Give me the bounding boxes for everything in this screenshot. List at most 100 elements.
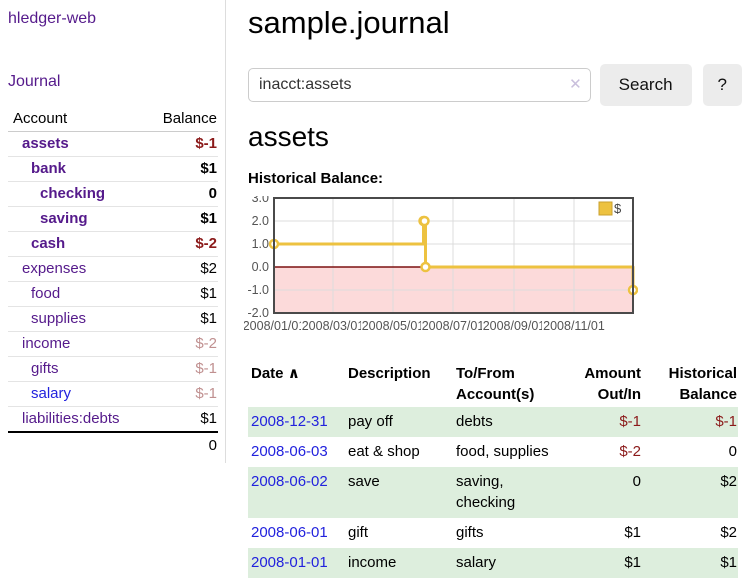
account-row: liabilities:debts $1 (8, 406, 218, 433)
header-label-line2: Balance (679, 386, 737, 403)
transaction-date-link[interactable]: 2008-06-03 (251, 443, 328, 460)
svg-text:2008/03/01: 2008/03/01 (302, 319, 365, 333)
page-title: sample.journal (248, 5, 450, 40)
register-header-row: Date ∧ Description To/From Account(s) Amount… (248, 361, 738, 407)
legend-swatch (598, 201, 613, 216)
transaction-row[interactable]: 2008-01-01 income salary $1 $1 (248, 548, 738, 578)
account-balance: 0 (144, 181, 218, 207)
account-link-expenses[interactable]: expenses (22, 260, 87, 277)
account-link-bank[interactable]: bank (31, 160, 67, 177)
header-label-line2: Account(s) (456, 386, 535, 403)
accounts-cell: gifts (456, 524, 484, 541)
chart-title: Historical Balance: (248, 170, 384, 187)
amount-cell: $-1 (619, 413, 641, 430)
clear-search-icon[interactable]: ✕ (569, 76, 582, 93)
app-title-link[interactable]: hledger-web (8, 10, 97, 27)
balance-cell: $2 (720, 473, 737, 490)
account-balance: $1 (144, 306, 218, 332)
svg-text:2008/01/01: 2008/01/01 (244, 319, 305, 333)
sidebar-item-journal[interactable]: Journal (8, 73, 61, 90)
account-row: assets $-1 (8, 131, 218, 157)
account-balance: $1 (144, 281, 218, 307)
account-link-salary[interactable]: salary (31, 385, 72, 402)
account-row: income $-2 (8, 331, 218, 357)
description-cell: save (348, 473, 380, 490)
amount-cell: $-2 (619, 443, 641, 460)
register-header-to-from: To/From Account(s) (453, 361, 565, 407)
header-label: Description (348, 365, 431, 382)
svg-text:3.0: 3.0 (252, 196, 269, 205)
date-cell: 2008-06-01 (248, 518, 345, 548)
transaction-row[interactable]: 2008-06-02 save saving, checking 0 $2 (248, 467, 738, 518)
account-balance: $1 (144, 156, 218, 182)
account-balance: $-2 (144, 231, 218, 257)
accounts-cell: salary (456, 554, 497, 571)
account-link-liabilities-debts[interactable]: liabilities:debts (22, 410, 120, 427)
search-input[interactable] (248, 68, 591, 102)
register-header-description: Description (345, 361, 453, 407)
description-cell: pay off (348, 413, 393, 430)
date-cell: 2008-01-01 (248, 548, 345, 578)
svg-text:2008/09/01: 2008/09/01 (483, 319, 546, 333)
description-cell: gift (348, 524, 369, 541)
data-point (420, 261, 431, 273)
account-row: food $1 (8, 281, 218, 307)
date-cell: 2008-06-02 (248, 467, 345, 518)
account-link-food[interactable]: food (31, 285, 61, 302)
transaction-row[interactable]: 2008-06-03 eat & shop food, supplies $-2 0 (248, 437, 738, 467)
accounts-header-row: Account Balance (8, 107, 218, 132)
date-cell: 2008-12-31 (248, 407, 345, 437)
balance-cell: $2 (720, 524, 737, 541)
account-balance: $1 (144, 206, 218, 232)
account-link-assets[interactable]: assets (22, 135, 69, 152)
historical-balance-chart: $3.0 2.0 1.0 0.0 -1.0 -2.0 2008/01/01 2008/03/0… (242, 191, 742, 343)
transaction-date-link[interactable]: 2008-06-02 (251, 473, 328, 490)
sort-ascending-icon[interactable]: ∧ (287, 365, 300, 382)
transaction-row[interactable]: 2008-12-31 pay off debts $-1 $-1 (248, 407, 738, 437)
svg-text:2008/07/01: 2008/07/01 (422, 319, 485, 333)
accounts-table: Account Balance assets $-1 bank $1 checking 0… (8, 107, 218, 459)
description-cell: income (348, 554, 397, 571)
account-row: bank $1 (8, 156, 218, 182)
account-link-cash[interactable]: cash (31, 235, 66, 252)
search-box: ✕ (248, 68, 591, 102)
balance-cell: 0 (728, 443, 737, 460)
amount-cell: $1 (624, 524, 641, 541)
search-button[interactable]: Search (599, 64, 692, 106)
search-form: ✕ Search ? (248, 64, 742, 106)
account-row: gifts $-1 (8, 356, 218, 382)
account-row: saving $1 (8, 206, 218, 232)
account-link-checking[interactable]: checking (40, 185, 106, 202)
sidebar: hledger-web Journal Account Balance asse… (0, 0, 226, 463)
account-link-gifts[interactable]: gifts (31, 360, 59, 377)
description-cell: eat & shop (348, 443, 420, 460)
accounts-total-value: 0 (144, 431, 218, 459)
transaction-date-link[interactable]: 2008-01-01 (251, 554, 328, 571)
account-row: salary $-1 (8, 381, 218, 407)
account-balance: $-2 (144, 331, 218, 357)
account-balance: $2 (144, 256, 218, 282)
account-balance: $-1 (144, 131, 218, 157)
help-button[interactable]: ? (702, 64, 742, 106)
header-label: To/From (456, 365, 515, 382)
header-label: Date ∧ (251, 365, 300, 382)
transaction-date-link[interactable]: 2008-12-31 (251, 413, 328, 430)
date-cell: 2008-06-03 (248, 437, 345, 467)
account-balance: $-1 (144, 381, 218, 407)
balance-cell: $-1 (715, 413, 737, 430)
svg-text:1.0: 1.0 (252, 237, 269, 251)
account-link-income[interactable]: income (22, 335, 71, 352)
register-header-date[interactable]: Date ∧ (248, 361, 345, 407)
account-link-supplies[interactable]: supplies (31, 310, 87, 327)
plot-border (273, 197, 634, 314)
account-link-saving[interactable]: saving (40, 210, 88, 227)
svg-text:-1.0: -1.0 (247, 283, 269, 297)
accounts-header-account: Account (8, 107, 145, 132)
register-header-historical: Historical Balance (642, 361, 738, 407)
transaction-date-link[interactable]: 2008-06-01 (251, 524, 328, 541)
account-row: cash $-2 (8, 231, 218, 257)
legend-label: $ (614, 201, 622, 216)
transaction-row[interactable]: 2008-06-01 gift gifts $1 $2 (248, 518, 738, 548)
account-row: expenses $2 (8, 256, 218, 282)
accounts-total-row: 0 (8, 431, 218, 459)
